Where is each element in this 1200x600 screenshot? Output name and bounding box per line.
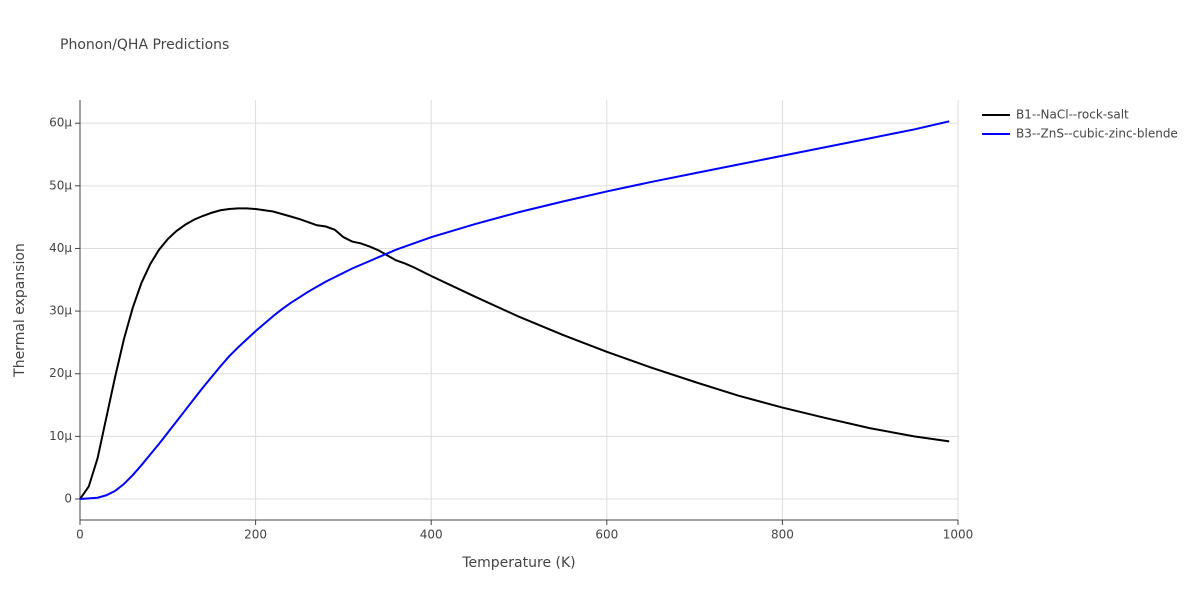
y-tick-label: 10μ xyxy=(49,429,72,443)
y-axis-title: Thermal expansion xyxy=(12,243,28,378)
y-tick-label: 0 xyxy=(64,492,72,506)
x-axis-title: Temperature (K) xyxy=(461,555,575,571)
series-line xyxy=(79,207,950,500)
x-tick-label: 800 xyxy=(771,528,794,542)
x-tick-label: 1000 xyxy=(943,528,974,542)
y-tick-label: 50μ xyxy=(49,178,72,192)
y-tick-label: 30μ xyxy=(49,304,72,318)
chart-title: Phonon/QHA Predictions xyxy=(60,37,229,53)
x-tick-label: 600 xyxy=(595,528,618,542)
series-line xyxy=(79,120,950,501)
legend-label: B1--NaCl--rock-salt xyxy=(1016,108,1129,122)
y-tick-label: 40μ xyxy=(49,241,72,255)
x-tick-label: 0 xyxy=(76,528,84,542)
legend-label: B3--ZnS--cubic-zinc-blende xyxy=(1016,127,1178,141)
x-tick-label: 400 xyxy=(420,528,443,542)
y-tick-label: 20μ xyxy=(49,366,72,380)
y-tick-label: 60μ xyxy=(49,116,72,130)
x-tick-label: 200 xyxy=(244,528,267,542)
